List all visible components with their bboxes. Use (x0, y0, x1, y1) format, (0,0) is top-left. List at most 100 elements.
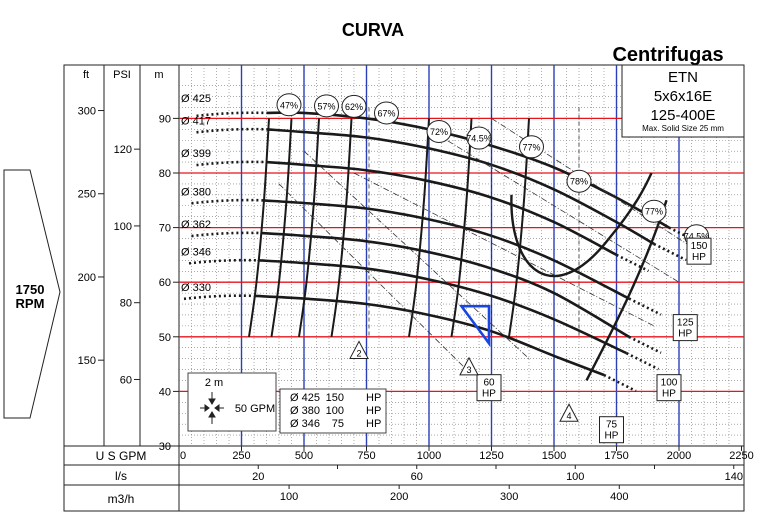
efficiency-label: 62% (341, 94, 367, 118)
m3h-tick-label: 300 (500, 491, 518, 503)
usgpm-tick-label: 1000 (417, 450, 441, 462)
ft-tick-label: 250 (78, 189, 96, 201)
chart-title: CURVA (342, 20, 404, 40)
efficiency-line (298, 118, 320, 337)
power-label-unit: HP (678, 329, 692, 340)
head-curve-extension (191, 198, 262, 205)
efficiency-loop (510, 172, 653, 278)
scale-height-label: 2 m (205, 377, 223, 389)
head-curve-line (266, 160, 618, 257)
efficiency-line (450, 118, 473, 337)
efficiency-circle (314, 94, 339, 118)
efficiency-circle (641, 199, 667, 223)
power-label-value: 150 (691, 241, 708, 252)
rpm-unit: RPM (16, 296, 45, 311)
m-axis-label: m (154, 69, 163, 81)
ls-tick-label: 20 (252, 471, 264, 483)
head-curve-line (266, 128, 655, 246)
efficiency-label: 77% (519, 135, 544, 159)
diameter-label: Ø 417 (181, 115, 211, 127)
head-curve-extension (183, 294, 255, 301)
efficiency-line (248, 118, 270, 337)
npsh-triangle (459, 356, 479, 376)
legend-diameter: Ø 380 (290, 405, 320, 417)
npsh-marker: 2 (349, 340, 369, 359)
efficiency-label: 67% (374, 101, 399, 125)
efficiency-circle (374, 101, 399, 125)
power-line (428, 128, 680, 283)
npsh-triangle (559, 403, 579, 422)
efficiency-label-text: 77% (645, 207, 663, 217)
psi-tick-label: 80 (120, 298, 132, 310)
efficiency-circle (519, 135, 544, 159)
efficiency-label: 72% (426, 120, 452, 144)
psi-tick-label: 120 (114, 144, 132, 156)
impeller-curve: Ø 417 (181, 115, 687, 262)
usgpm-tick-label: 1500 (542, 450, 566, 462)
npsh-marker: 4 (559, 403, 579, 422)
ft-tick-label: 300 (78, 106, 96, 118)
pump-line2: 5x6x16E (654, 88, 712, 105)
legend-power: 75 (332, 418, 344, 430)
power-label-unit: HP (605, 431, 619, 442)
impeller-curve: Ø 399 (181, 148, 650, 273)
pump-info-box (621, 64, 745, 138)
head-curve-extension (668, 226, 702, 245)
ft-axis-label: ft (83, 69, 89, 81)
m-tick-label: 30 (159, 441, 171, 453)
m3h-axis-label: m3/h (108, 492, 135, 506)
head-curve-line (261, 231, 630, 338)
efficiency-line (408, 118, 430, 337)
efficiency-label-text: 72% (430, 127, 448, 137)
efficiency-label-text: 62% (345, 102, 363, 112)
m3h-tick-label: 400 (610, 491, 628, 503)
power-label-unit: HP (482, 389, 496, 400)
head-curve-line (258, 259, 628, 355)
usgpm-tick-label: 500 (295, 450, 313, 462)
efficiency-edge (585, 199, 668, 382)
npsh-label: 3 (466, 365, 471, 375)
power-label-box (656, 374, 682, 402)
power-legend-row: Ø 380 100 HP (290, 405, 381, 417)
npsh-label: 2 (356, 348, 361, 358)
efficiency-label-text: 67% (377, 108, 395, 118)
pump-line1: ETN (668, 69, 698, 86)
usgpm-tick-label: 1750 (604, 450, 628, 462)
scale-arrows-icon (200, 392, 224, 424)
diameter-label: Ø 362 (181, 219, 211, 231)
efficiency-circle (466, 126, 492, 150)
efficiency-label-text: 77% (522, 142, 540, 152)
impeller-curve: Ø 346 (181, 246, 660, 371)
npsh-marker: 3 (459, 356, 479, 376)
impeller-curve: Ø 380 (181, 186, 662, 316)
ls-tick-label: 60 (411, 471, 423, 483)
m-tick-label: 60 (159, 277, 171, 289)
chart-overlay: 47% 57% 62%67%72%74.5%77%78%77%74.5%150HP1… (276, 93, 712, 444)
legend-diameter: Ø 346 (290, 418, 320, 430)
efficiency-label: 57% (314, 94, 339, 118)
efficiency-line (270, 118, 293, 337)
head-curve-extension (191, 231, 262, 238)
m-tick-label: 50 (159, 332, 171, 344)
usgpm-tick-label: 750 (357, 450, 375, 462)
diameter-label: Ø 399 (181, 148, 211, 160)
efficiency-label: 77% (641, 199, 667, 223)
pump-solid-size: Max. Solid Size 25 mm (642, 124, 724, 133)
head-curve-extension (628, 297, 662, 316)
usgpm-tick-label: 1250 (479, 450, 503, 462)
legend-diameter: Ø 425 (290, 392, 320, 404)
efficiency-label-text: 74.5% (684, 231, 710, 241)
power-label-value: 125 (677, 318, 694, 329)
scale-legend-box (187, 372, 277, 432)
power-line (353, 172, 655, 327)
usgpm-tick-label: 250 (232, 450, 250, 462)
power-label-box (476, 374, 502, 402)
m3h-tick-label: 200 (390, 491, 408, 503)
usgpm-tick-label: 0 (180, 450, 186, 462)
